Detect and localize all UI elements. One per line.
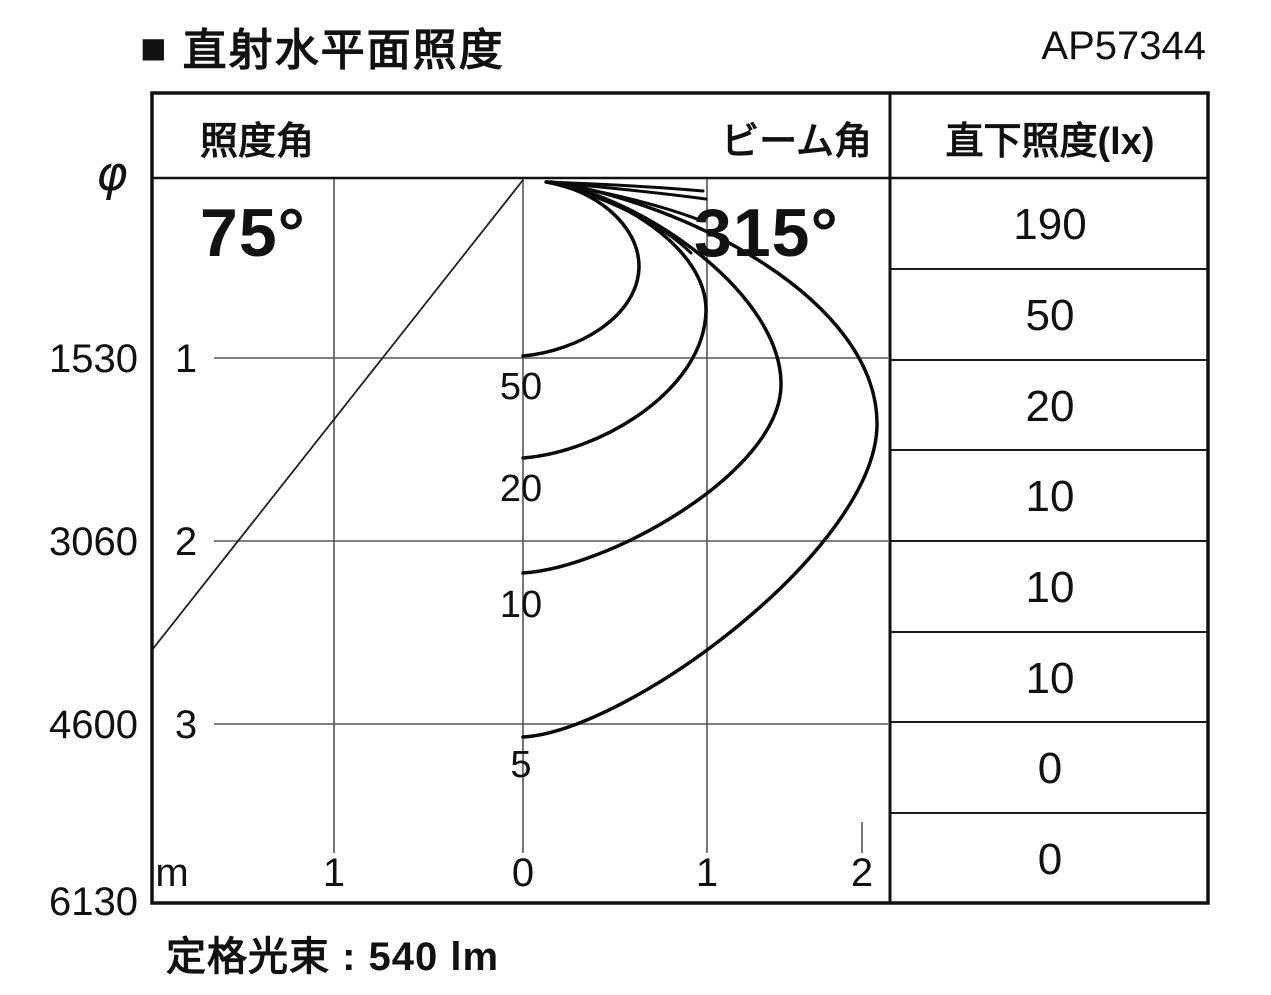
table-value-row5: 10 <box>1025 563 1075 612</box>
depth-unit: m <box>155 851 189 895</box>
depth-tick-2: 2 <box>174 520 198 564</box>
curve-label-50: 50 <box>499 366 543 408</box>
chart-frame <box>150 91 1210 905</box>
table-value-row1: 190 <box>1013 200 1087 249</box>
rated-luminous-flux: 定格光束 : 540 lm <box>166 935 500 979</box>
table-header: 直下照度(lx) <box>945 121 1155 163</box>
illuminance-angle-value: 75° <box>200 195 306 271</box>
beam-angle-value: 315° <box>694 195 839 271</box>
page-title-text: 直射水平面照度 <box>182 26 505 75</box>
height-label-3060: 3060 <box>49 520 138 564</box>
contour-10lx <box>521 180 783 575</box>
curve-label-5: 5 <box>510 744 532 786</box>
table-value-row2: 50 <box>1025 291 1075 340</box>
vertical-gridlines <box>333 178 863 853</box>
horizontal-gridlines <box>214 357 888 725</box>
contour-50lx <box>521 180 641 358</box>
apex-contour-fan <box>545 180 708 255</box>
depth-tick-1: 1 <box>174 337 198 381</box>
height-label-4600: 4600 <box>49 703 138 747</box>
height-label-1530: 1530 <box>49 337 138 381</box>
x-tick-left-1: 1 <box>322 851 346 895</box>
table-value-row4: 10 <box>1025 472 1075 521</box>
curve-label-20: 20 <box>499 468 543 510</box>
illuminance-angle-header: 照度角 <box>200 121 315 163</box>
table-row-lines <box>890 268 1208 814</box>
table-value-row8: 0 <box>1037 835 1063 884</box>
curve-label-10: 10 <box>499 584 543 626</box>
illuminance-angle-line <box>151 179 524 651</box>
x-tick-right-1: 1 <box>695 851 719 895</box>
depth-tick-3: 3 <box>174 703 198 747</box>
phi-symbol: φ <box>96 146 128 202</box>
contour-20lx <box>521 180 708 460</box>
table-value-row7: 0 <box>1037 744 1063 793</box>
contour-5lx <box>521 180 879 739</box>
beam-angle-header: ビーム角 <box>721 121 872 163</box>
height-label-6130: 6130 <box>49 880 138 924</box>
table-value-row6: 10 <box>1025 654 1075 703</box>
product-code: AP57344 <box>1041 24 1206 68</box>
table-value-row3: 20 <box>1025 382 1075 431</box>
section-marker-icon: ■ <box>140 24 169 73</box>
page-title: ■ 直射水平面照度 <box>140 14 505 78</box>
x-tick-right-2: 2 <box>850 851 874 895</box>
x-tick-0: 0 <box>511 851 535 895</box>
